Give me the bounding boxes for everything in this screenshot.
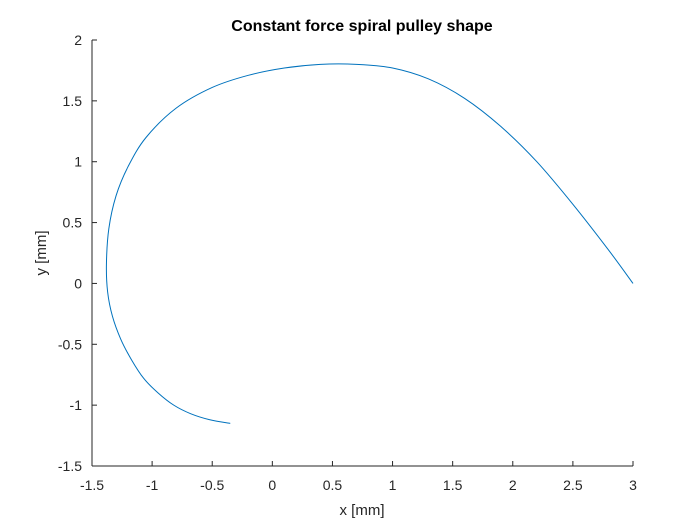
x-axis-label: x [mm] [340,502,385,519]
x-tick-label: 1 [389,477,397,493]
y-tick-label: 0.5 [63,215,83,231]
y-tick-label: 0 [74,275,82,291]
axes [91,40,633,467]
y-tick-label: 2 [74,32,82,48]
x-tick-label: -0.5 [200,477,224,493]
y-tick-label: -1 [70,397,83,413]
x-tick-label: 0 [268,477,276,493]
x-tick-label: 2.5 [563,477,583,493]
x-tick-label: 3 [629,477,637,493]
x-tick-label: -1.5 [80,477,104,493]
y-axis-label: y [mm] [33,231,50,276]
x-tick-label: 0.5 [323,477,343,493]
x-ticks: -1.5 -1 -0.5 0 0.5 1 1.5 2 2.5 3 [80,461,637,493]
x-tick-label: -1 [146,477,159,493]
y-ticks: -1.5 -1 -0.5 0 0.5 1 1.5 2 [58,32,97,474]
y-tick-label: -0.5 [58,336,82,352]
x-tick-label: 1.5 [443,477,463,493]
chart-title: Constant force spiral pulley shape [231,18,493,35]
x-tick-label: 2 [509,477,517,493]
y-tick-label: 1 [74,154,82,170]
y-tick-label: -1.5 [58,458,82,474]
series-line [105,63,634,424]
series-group [105,63,634,424]
y-tick-label: 1.5 [63,93,83,109]
